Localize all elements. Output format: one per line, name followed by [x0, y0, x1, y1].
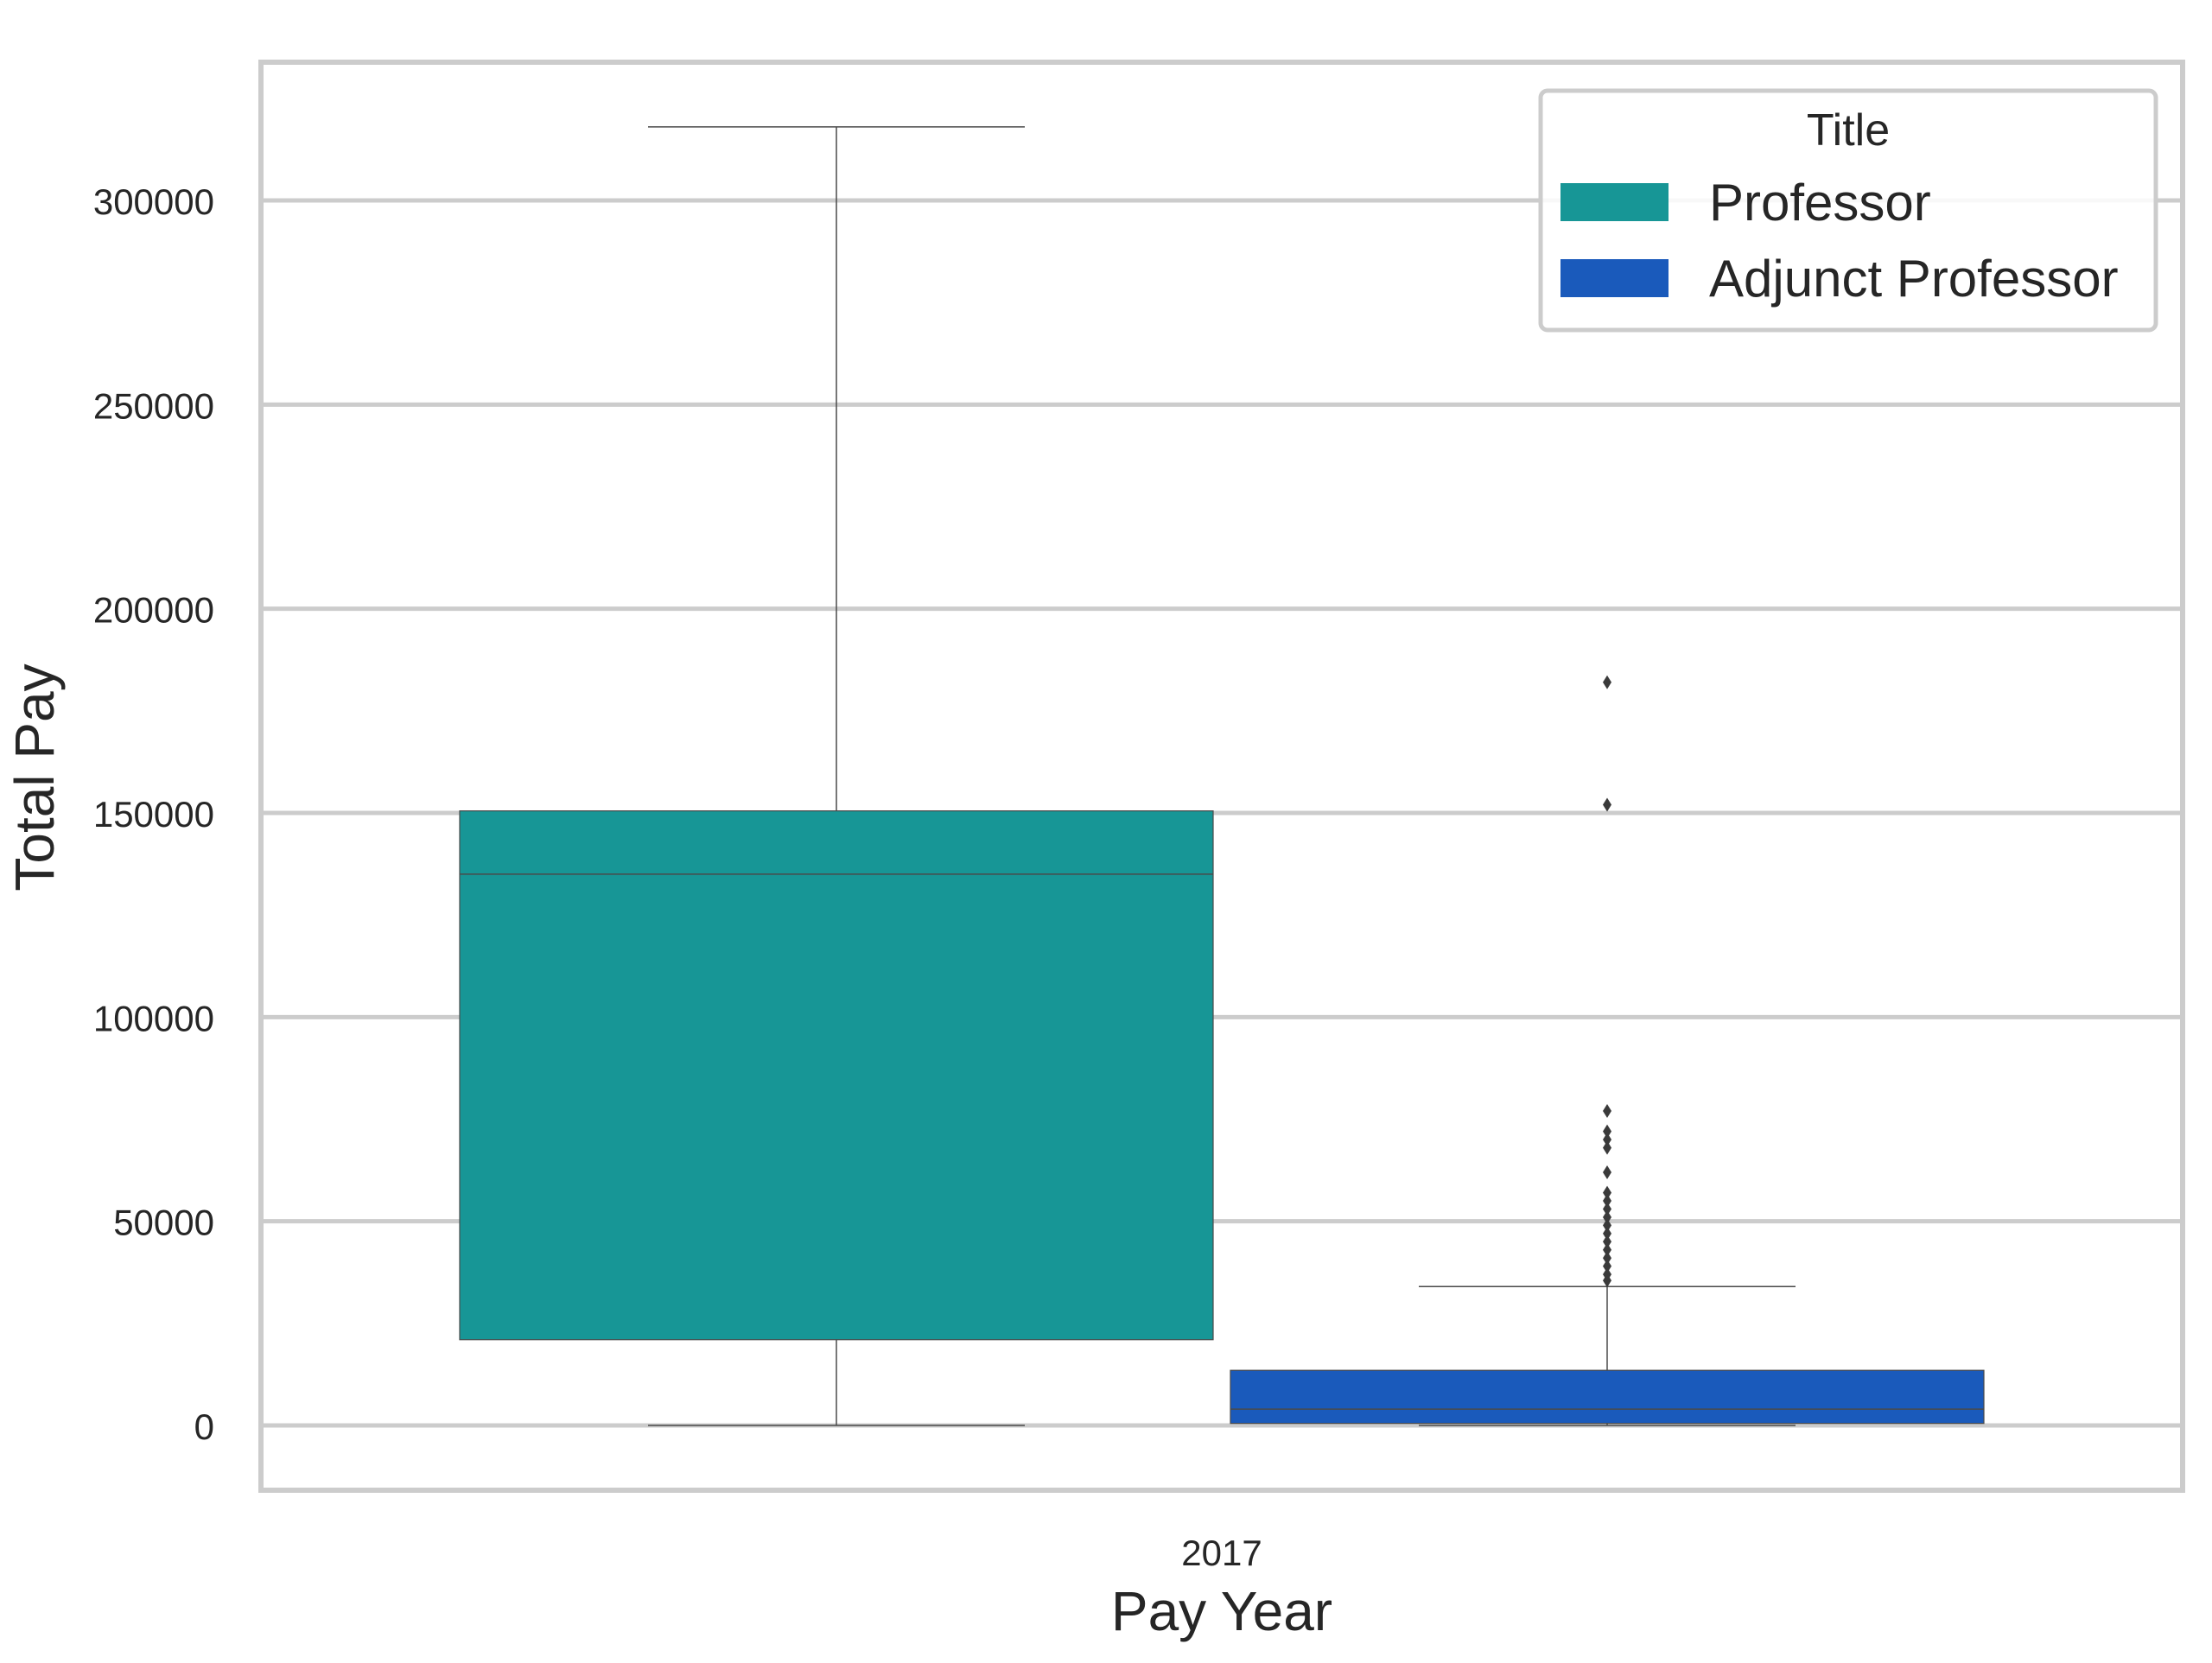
outlier-point [1603, 1273, 1611, 1288]
outlier-point [1603, 797, 1611, 812]
box-adjunct-professor [1230, 675, 1985, 1426]
outlier-point [1603, 1185, 1611, 1200]
outlier-point [1603, 1226, 1611, 1241]
box-professor [459, 126, 1214, 1426]
legend-entries: Professor Adjunct Professor [1560, 174, 2119, 308]
y-tick-label: 200000 [93, 590, 214, 631]
outlier-point [1603, 1218, 1611, 1233]
legend: Title Professor Adjunct Professor [1538, 88, 2158, 333]
outlier-point [1603, 1251, 1611, 1266]
x-tick-labels: 2017 [1181, 1533, 1262, 1573]
legend-title: Title [1807, 105, 1890, 156]
iqr-box [1230, 1369, 1985, 1425]
outlier-point [1603, 1259, 1611, 1273]
y-axis-label: Total Pay [3, 663, 66, 891]
y-tick-label: 0 [194, 1406, 214, 1447]
y-tick-label: 300000 [93, 181, 214, 222]
y-tick-label: 250000 [93, 385, 214, 426]
legend-label: Adjunct Professor [1709, 250, 2119, 308]
outlier-point [1603, 675, 1611, 689]
x-axis-label: Pay Year [1111, 1580, 1332, 1642]
legend-swatch [1560, 259, 1669, 297]
outlier-point [1603, 1202, 1611, 1216]
plot-frame [258, 60, 2185, 1493]
outlier-point [1603, 1124, 1611, 1139]
legend-swatch [1560, 183, 1669, 221]
outlier-point [1603, 1133, 1611, 1147]
outlier-point [1603, 1209, 1611, 1224]
y-tick-label: 100000 [93, 998, 214, 1038]
outlier-point [1603, 1140, 1611, 1155]
x-tick-label: 2017 [1181, 1533, 1262, 1573]
y-tick-label: 50000 [113, 1203, 214, 1243]
outlier-point [1603, 1235, 1611, 1249]
y-tick-label: 150000 [93, 794, 214, 835]
iqr-box [459, 810, 1214, 1341]
y-tick-labels: 0 50000 100000 150000 200000 250000 300000 [93, 181, 214, 1447]
outlier-point [1603, 1104, 1611, 1119]
outlier-point [1603, 1165, 1611, 1179]
legend-label: Professor [1709, 174, 1931, 232]
outlier-point [1603, 1242, 1611, 1257]
legend-frame [1538, 88, 2158, 333]
box-layer [459, 126, 1985, 1426]
outlier-point [1603, 1194, 1611, 1209]
